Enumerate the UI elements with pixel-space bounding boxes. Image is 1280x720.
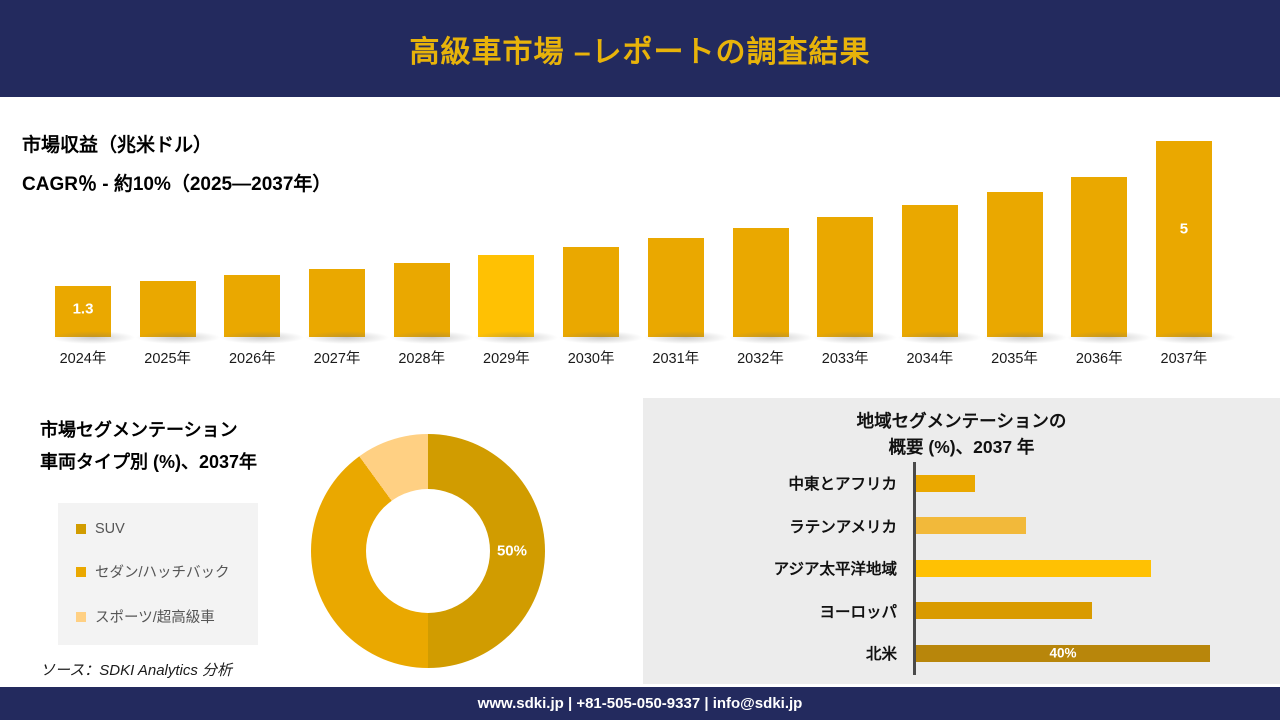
legend-item: セダン/ハッチバック <box>76 561 240 582</box>
legend-label: SUV <box>95 521 125 537</box>
revenue-bar-slot: 2033年 <box>813 141 898 367</box>
revenue-bar-slot: 2032年 <box>728 141 813 367</box>
page-title: 高級車市場 –レポートの調査結果 <box>409 35 871 69</box>
x-axis-label: 2033年 <box>821 351 869 367</box>
x-axis-label: 2032年 <box>737 351 784 367</box>
regional-row: ヨーロッパ <box>661 589 1254 632</box>
bar-value-label: 1.3 <box>72 300 94 318</box>
revenue-bar <box>559 247 644 344</box>
vehicle-legend: SUV セダン/ハッチバック スポーツ/超高級車 <box>58 503 258 645</box>
legend-swatch <box>76 611 86 622</box>
regional-row: ラテンアメリカ <box>661 504 1254 547</box>
regional-title-line1: 地域セグメンテーションの <box>856 411 1067 431</box>
revenue-bar <box>474 255 559 344</box>
regional-bar <box>916 517 1027 535</box>
revenue-bar-slot: 2025年 <box>135 141 220 367</box>
x-axis-label: 2035年 <box>991 351 1038 367</box>
header: 高級車市場 –レポートの調査結果 <box>0 0 1280 97</box>
x-axis-label: 2030年 <box>567 351 615 367</box>
donut-chart: 50% <box>311 434 545 668</box>
regional-label: ラテンアメリカ <box>789 518 897 536</box>
regional-row: アジア太平洋地域 <box>661 547 1254 590</box>
regional-bar <box>916 559 1152 577</box>
regional-row: 中東とアフリカ <box>661 462 1254 505</box>
revenue-bar <box>389 263 474 344</box>
revenue-bar <box>728 228 813 344</box>
regional-track <box>913 589 1254 632</box>
revenue-bar-slot: 5 2037年 <box>1151 141 1236 367</box>
regional-track: 40% <box>913 632 1254 675</box>
regional-panel: 地域セグメンテーションの 概要 (%)、2037 年 中東とアフリカ ラテンアメリ… <box>643 398 1280 684</box>
x-axis-label: 2037年 <box>1160 351 1208 367</box>
regional-label: 中東とアフリカ <box>788 476 897 494</box>
regional-row: 北米 40% <box>661 632 1254 675</box>
revenue-bar-slot: 2031年 <box>643 141 728 367</box>
bar-value-label: 5 <box>1179 220 1189 238</box>
regional-rows: 中東とアフリカ ラテンアメリカアジア太平洋地域ヨーロッパ北米 40% <box>661 462 1254 675</box>
segmentation-title-line1: 市場セグメンテーション <box>40 420 238 440</box>
revenue-bar-slot: 2027年 <box>305 141 390 367</box>
regional-bar <box>916 474 975 492</box>
legend-label: スポーツ/超高級車 <box>95 610 215 626</box>
bottom-section: 市場セグメンテーション 車両タイプ別 (%)、2037年 SUV セダン/ハッチバ… <box>0 398 1280 688</box>
revenue-bar <box>897 205 982 344</box>
x-axis-label: 2025年 <box>144 351 192 367</box>
segmentation-title-line2: 車両タイプ別 (%)、2037年 <box>40 452 258 472</box>
revenue-bar-slot: 2030年 <box>559 141 644 367</box>
revenue-bar: 1.3 <box>51 286 135 344</box>
revenue-axis-title: 市場収益（兆米ドル） <box>22 135 213 156</box>
regional-label: 北米 <box>865 646 897 664</box>
revenue-bar <box>1067 177 1152 344</box>
revenue-bar <box>220 275 305 344</box>
revenue-cagr-label: CAGR％ - 約10%（2025―2037年） <box>22 174 332 195</box>
regional-title-line2: 概要 (%)、2037 年 <box>888 437 1035 457</box>
revenue-bar <box>135 281 220 344</box>
x-axis-label: 2028年 <box>398 351 446 367</box>
legend-item: スポーツ/超高級車 <box>76 606 240 627</box>
x-axis-label: 2031年 <box>652 351 700 367</box>
x-axis-label: 2029年 <box>483 351 530 367</box>
x-axis-label: 2026年 <box>228 351 276 367</box>
footer: www.sdki.jp | +81-505-050-9337 | info@sd… <box>0 687 1280 720</box>
revenue-bar <box>643 238 728 344</box>
x-axis-label: 2034年 <box>906 351 954 367</box>
revenue-bar-slot: 2029年 <box>474 141 559 367</box>
x-axis-label: 2024年 <box>59 351 107 367</box>
vehicle-segmentation-panel: 市場セグメンテーション 車両タイプ別 (%)、2037年 SUV セダン/ハッチバ… <box>0 398 643 688</box>
revenue-bar <box>813 217 898 344</box>
regional-bar-value: 40% <box>1049 645 1077 661</box>
regional-bar: 40% <box>916 644 1211 662</box>
revenue-bar-slot: 2036年 <box>1067 141 1152 367</box>
legend-label: セダン/ハッチバック <box>95 565 230 581</box>
regional-track <box>913 462 1254 505</box>
regional-label: ヨーロッパ <box>819 603 897 621</box>
legend-swatch <box>76 524 86 534</box>
revenue-bar <box>982 192 1067 344</box>
x-axis-label: 2027年 <box>313 351 361 367</box>
x-axis-label: 2036年 <box>1075 351 1123 367</box>
revenue-bars: 1.3 2024年 2025年 2026年 2027年 2028年 2029年 2030年 20… <box>51 141 1236 367</box>
revenue-bar: 5 <box>1151 141 1236 344</box>
revenue-bar-slot: 1.3 2024年 <box>51 141 135 367</box>
revenue-chart-section: 市場収益（兆米ドル） CAGR％ - 約10%（2025―2037年） 1.3 2… <box>0 97 1280 397</box>
revenue-bar-slot: 2034年 <box>897 141 982 367</box>
revenue-bar-slot: 2026年 <box>220 141 305 367</box>
regional-label: アジア太平洋地域 <box>773 561 897 579</box>
revenue-bar-slot: 2028年 <box>389 141 474 367</box>
donut-value-label: 50% <box>496 542 527 560</box>
footer-contact: www.sdki.jp | +81-505-050-9337 | info@sd… <box>477 695 803 712</box>
revenue-bar <box>305 269 390 344</box>
revenue-bar-slot: 2035年 <box>982 141 1067 367</box>
regional-track <box>913 504 1254 547</box>
source-note: ソース：SDKI Analytics 分析 <box>40 662 233 679</box>
regional-bar <box>916 602 1093 620</box>
legend-item: SUV <box>76 521 240 537</box>
donut-hole <box>366 489 490 613</box>
regional-track <box>913 547 1254 590</box>
legend-swatch <box>76 566 86 577</box>
